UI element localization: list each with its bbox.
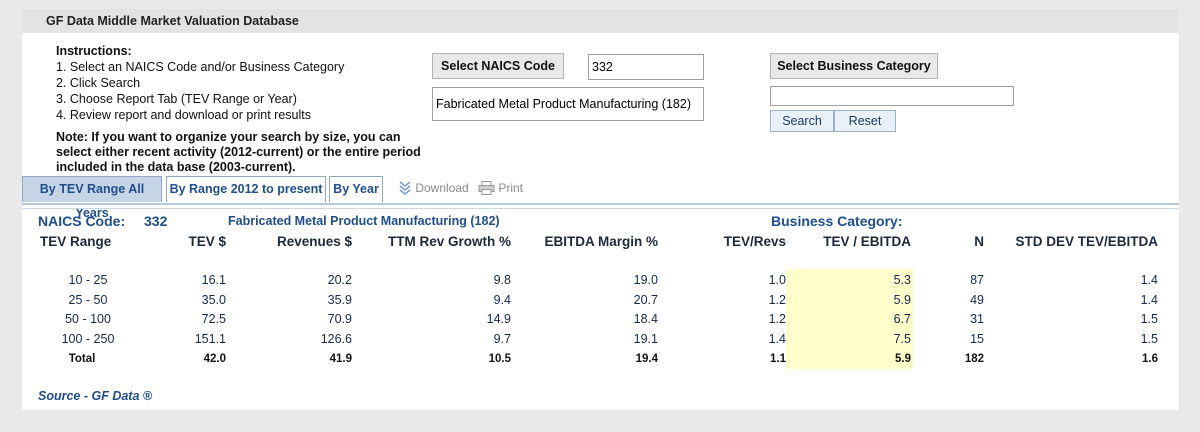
select-business-category-button[interactable]: Select Business Category bbox=[770, 53, 938, 79]
printer-icon bbox=[478, 181, 495, 195]
download-icon bbox=[399, 181, 411, 196]
table-cell: 19.1 bbox=[633, 332, 658, 346]
table-cell: 70.9 bbox=[327, 312, 352, 326]
instruction-step: 2. Click Search bbox=[56, 76, 141, 90]
table-cell: 16.1 bbox=[201, 273, 226, 287]
tab-range-2012-present[interactable]: By Range 2012 to present bbox=[166, 176, 326, 202]
table-cell: 1.1 bbox=[770, 353, 786, 365]
table-cell: 7.5 bbox=[893, 332, 911, 346]
instruction-step: 1. Select an NAICS Code and/or Business … bbox=[56, 60, 345, 74]
table-cell: 72.5 bbox=[201, 312, 226, 326]
print-label: Print bbox=[498, 181, 524, 195]
app-title: GF Data Middle Market Valuation Database bbox=[46, 14, 299, 28]
table-cell: 126.6 bbox=[320, 332, 352, 346]
tev-ebitda-highlight bbox=[786, 269, 913, 369]
column-header: TEV $ bbox=[188, 234, 226, 249]
column-header: N bbox=[974, 234, 984, 249]
title-bar: GF Data Middle Market Valuation Database bbox=[22, 9, 1179, 33]
tev-range-cell: 10 - 25 bbox=[68, 273, 108, 287]
select-naics-button[interactable]: Select NAICS Code bbox=[432, 53, 564, 79]
report-naics-code: 332 bbox=[144, 213, 168, 229]
column-header: Revenues $ bbox=[276, 234, 352, 249]
naics-description-field: Fabricated Metal Product Manufacturing (… bbox=[432, 87, 704, 121]
table-cell: 41.9 bbox=[329, 353, 352, 365]
report-tabs: By TEV Range All Years By Range 2012 to … bbox=[22, 176, 1179, 220]
tab-divider bbox=[22, 203, 1179, 205]
table-cell: 1.0 bbox=[768, 273, 786, 287]
table-cell: 182 bbox=[964, 353, 984, 365]
table-cell: 87 bbox=[970, 273, 984, 287]
column-header: TEV/Revs bbox=[723, 234, 786, 249]
note-line: included in the data base (2003-current)… bbox=[56, 160, 296, 174]
instruction-step: 4. Review report and download or print r… bbox=[56, 108, 311, 122]
table-cell: 20.2 bbox=[327, 273, 352, 287]
table-cell: 9.7 bbox=[493, 332, 511, 346]
reset-button[interactable]: Reset bbox=[834, 110, 896, 132]
naics-code-input[interactable]: 332 bbox=[588, 54, 704, 80]
table-cell: 14.9 bbox=[486, 312, 511, 326]
note-line: Note: If you want to organize your searc… bbox=[56, 130, 401, 144]
column-header: TTM Rev Growth % bbox=[387, 234, 511, 249]
download-button[interactable]: Download bbox=[398, 181, 469, 196]
note-line: select either recent activity (2012-curr… bbox=[56, 145, 421, 159]
column-header: TEV Range bbox=[40, 234, 112, 249]
report-naics-description: Fabricated Metal Product Manufacturing (… bbox=[228, 214, 500, 228]
table-cell: 42.0 bbox=[203, 353, 226, 365]
business-category-input[interactable] bbox=[770, 86, 1014, 106]
source-link[interactable]: Source - GF Data ® bbox=[38, 389, 153, 403]
tev-range-cell: 25 - 50 bbox=[68, 293, 108, 307]
table-cell: 9.8 bbox=[493, 273, 511, 287]
tev-range-cell: 100 - 250 bbox=[61, 332, 115, 346]
table-cell: 15 bbox=[970, 332, 984, 346]
table-cell: 5.3 bbox=[893, 273, 911, 287]
tev-range-cell: 50 - 100 bbox=[65, 312, 111, 326]
table-cell: 10.5 bbox=[488, 353, 511, 365]
tab-by-year[interactable]: By Year bbox=[329, 176, 383, 202]
tev-range-cell: Total bbox=[68, 353, 96, 365]
table-cell: 1.4 bbox=[1140, 273, 1158, 287]
tab-tev-range-all-years[interactable]: By TEV Range All Years bbox=[22, 176, 162, 220]
table-cell: 1.4 bbox=[768, 332, 786, 346]
instruction-step: 3. Choose Report Tab (TEV Range or Year) bbox=[56, 92, 297, 106]
table-cell: 31 bbox=[970, 312, 984, 326]
table-cell: 6.7 bbox=[893, 312, 911, 326]
table-cell: 20.7 bbox=[633, 293, 658, 307]
table-cell: 35.0 bbox=[201, 293, 226, 307]
table-cell: 5.9 bbox=[895, 353, 911, 365]
tab-divider bbox=[22, 208, 1179, 209]
instructions: Instructions: 1. Select an NAICS Code an… bbox=[56, 43, 344, 123]
table-cell: 1.6 bbox=[1142, 353, 1158, 365]
report-business-category-label: Business Category: bbox=[771, 213, 903, 229]
table-cell: 1.5 bbox=[1140, 312, 1158, 326]
column-header: STD DEV TEV/EBITDA bbox=[1015, 234, 1158, 249]
column-header: EBITDA Margin % bbox=[544, 234, 658, 249]
report-naics-label: NAICS Code: bbox=[38, 213, 126, 229]
size-note: Note: If you want to organize your searc… bbox=[56, 130, 446, 175]
table-cell: 35.9 bbox=[327, 293, 352, 307]
table-cell: 1.5 bbox=[1140, 332, 1158, 346]
table-cell: 1.2 bbox=[768, 312, 786, 326]
table-cell: 5.9 bbox=[893, 293, 911, 307]
table-cell: 151.1 bbox=[194, 332, 226, 346]
column-header: TEV / EBITDA bbox=[823, 234, 911, 249]
table-cell: 9.4 bbox=[493, 293, 511, 307]
table-cell: 1.4 bbox=[1140, 293, 1158, 307]
print-button[interactable]: Print bbox=[478, 181, 523, 195]
table-cell: 49 bbox=[970, 293, 984, 307]
table-cell: 1.2 bbox=[768, 293, 786, 307]
app-window: GF Data Middle Market Valuation Database… bbox=[22, 9, 1179, 410]
table-cell: 18.4 bbox=[633, 312, 658, 326]
table-cell: 19.4 bbox=[635, 353, 658, 365]
search-button[interactable]: Search bbox=[770, 110, 834, 132]
table-cell: 19.0 bbox=[633, 273, 658, 287]
instructions-heading: Instructions: bbox=[56, 44, 132, 58]
download-label: Download bbox=[415, 181, 469, 195]
